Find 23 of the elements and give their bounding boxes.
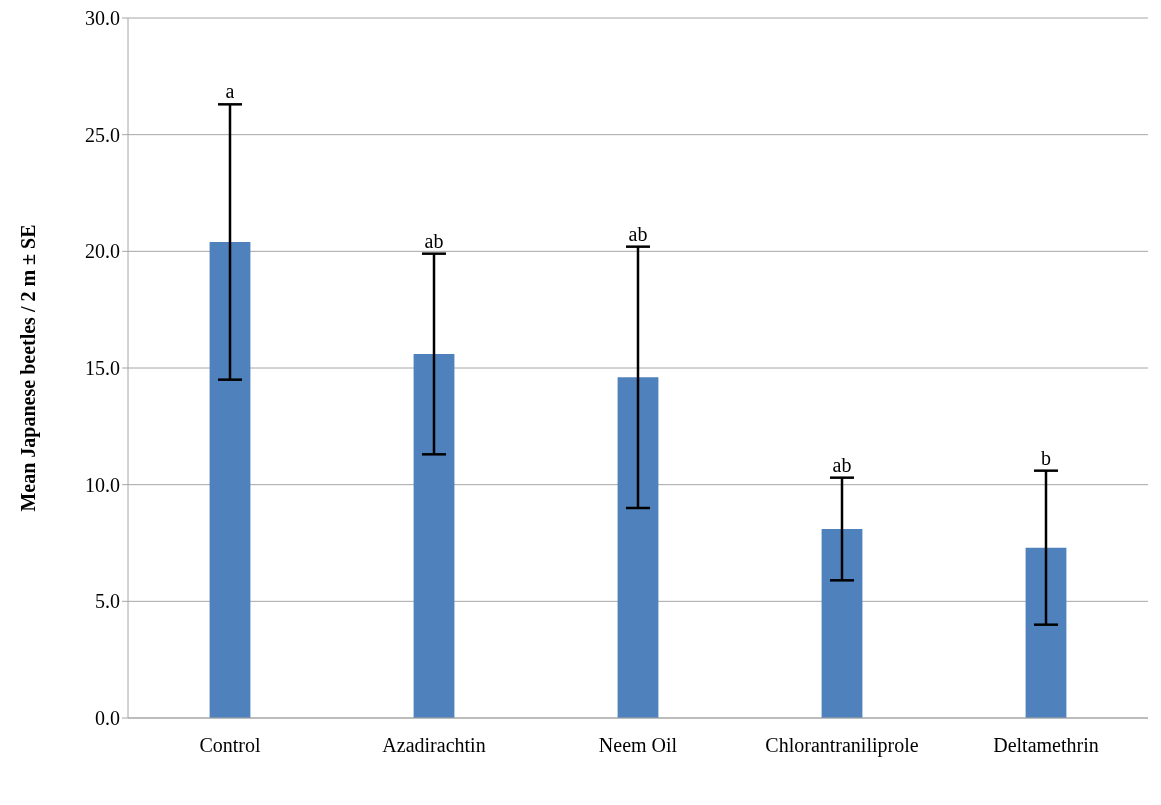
annotation: ab <box>628 222 648 245</box>
bar <box>617 377 659 718</box>
y-tick-label: 20.0 <box>85 240 120 263</box>
x-tick-label: Deltamethrin <box>993 734 1099 757</box>
x-tick-label: Chlorantraniliprole <box>765 734 919 758</box>
y-axis-title: Mean Japanese beetles / 2 m ± SE <box>17 224 41 512</box>
y-tick-label: 10.0 <box>85 473 120 496</box>
bar <box>821 529 863 718</box>
annotation: ab <box>832 453 852 476</box>
x-tick-label: Control <box>199 734 261 757</box>
bar <box>209 242 251 718</box>
y-tick-label: 30.0 <box>85 7 120 30</box>
y-tick-label: 25.0 <box>85 123 120 146</box>
y-tick-label: 15.0 <box>85 357 120 380</box>
bar <box>1025 547 1067 718</box>
annotation: a <box>225 80 235 103</box>
y-tick-label: 5.0 <box>95 590 120 613</box>
x-tick-label: Azadirachtin <box>382 734 486 757</box>
x-tick-label: Neem Oil <box>598 734 678 757</box>
annotation: b <box>1041 446 1051 469</box>
y-tick-label: 0.0 <box>95 707 120 730</box>
bar <box>413 354 455 718</box>
annotation: ab <box>424 229 444 252</box>
